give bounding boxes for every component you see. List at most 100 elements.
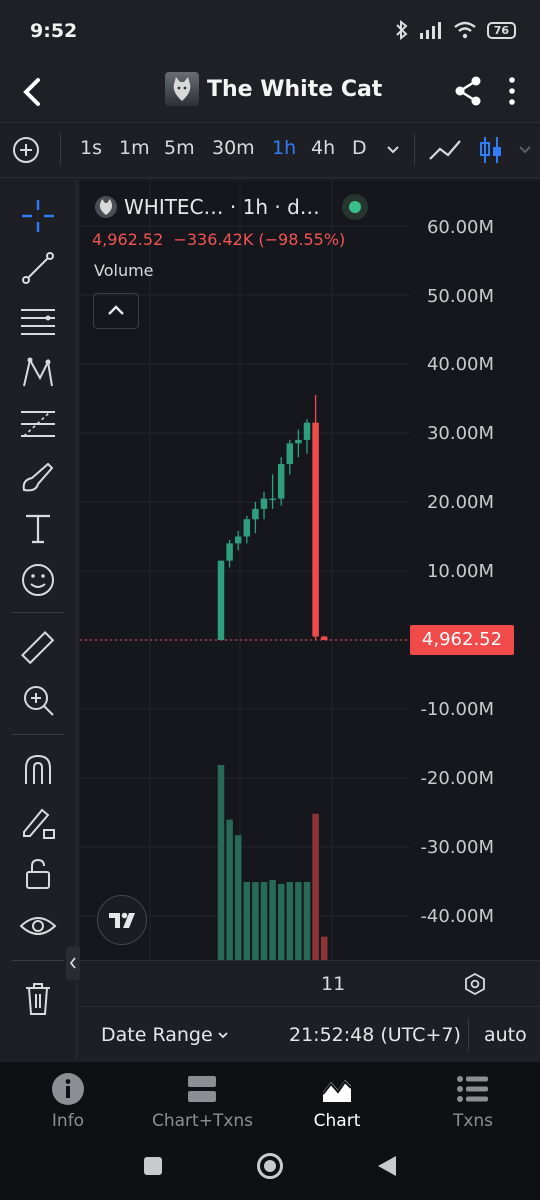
tab-info[interactable]: Info — [18, 1072, 118, 1131]
price-axis-label: 20.00M — [426, 492, 494, 513]
system-nav-bar — [0, 1140, 540, 1200]
horizontal-lines-icon[interactable] — [18, 300, 58, 340]
home-icon[interactable] — [256, 1152, 284, 1180]
volume-bar — [269, 880, 276, 960]
ruler-icon[interactable] — [18, 628, 58, 668]
pattern-icon[interactable] — [18, 352, 58, 392]
unlock-icon[interactable] — [18, 854, 58, 894]
candle-body — [295, 439, 302, 444]
app-header: The White Cat — [0, 64, 540, 120]
line-chart-icon[interactable] — [428, 137, 462, 163]
utc-clock[interactable]: 21:52:48 (UTC+7) — [289, 1024, 461, 1046]
trend-line-icon[interactable] — [18, 248, 58, 288]
lock-drawing-icon[interactable] — [18, 802, 58, 842]
candlestick-chart[interactable] — [80, 180, 540, 960]
back-arrow-icon[interactable] — [18, 72, 48, 112]
recents-icon[interactable] — [143, 1156, 163, 1176]
share-icon[interactable] — [452, 74, 484, 108]
candle-body — [320, 636, 328, 640]
candle-body — [303, 422, 311, 440]
status-icons: 76 — [395, 20, 516, 40]
tool-divider — [12, 612, 64, 613]
tab-txns[interactable]: Txns — [423, 1072, 523, 1131]
chevron-down-icon[interactable] — [217, 1029, 229, 1041]
brush-icon[interactable] — [18, 456, 58, 496]
price-axis-label: 10.00M — [426, 561, 494, 582]
symbol-legend[interactable]: WHITEC… · 1h · d… — [94, 192, 370, 222]
bottom-tab-bar: Info Chart+Txns Chart Txns — [0, 1062, 540, 1140]
tab-label: Txns — [452, 1111, 494, 1131]
price-axis[interactable]: 60.00M 50.00M 40.00M 30.00M 20.00M 10.00… — [410, 180, 540, 960]
tab-label: Chart — [313, 1111, 361, 1131]
fib-retracement-icon[interactable] — [18, 404, 58, 444]
list-icon — [457, 1076, 488, 1102]
collapse-legend-button[interactable] — [93, 293, 139, 329]
chevron-down-icon[interactable] — [386, 143, 400, 157]
add-indicator-icon[interactable] — [12, 136, 40, 164]
interval-4h[interactable]: 4h — [311, 137, 336, 159]
time-axis-label: 11 — [321, 973, 346, 995]
settings-icon[interactable] — [464, 973, 486, 995]
eye-icon[interactable] — [18, 906, 58, 946]
candle-body — [277, 464, 285, 499]
status-time: 9:52 — [30, 20, 78, 42]
chevron-up-icon — [108, 305, 124, 315]
tool-divider — [12, 960, 64, 961]
token-avatar — [165, 72, 199, 106]
volume-bar — [226, 819, 233, 960]
price-axis-label: -30.00M — [420, 837, 494, 858]
interval-1m[interactable]: 1m — [119, 137, 150, 159]
auto-scale-button[interactable]: auto — [484, 1024, 527, 1046]
tab-chart-txns[interactable]: Chart+Txns — [152, 1072, 254, 1131]
interval-1h[interactable]: 1h — [272, 137, 297, 159]
volume-bar — [303, 882, 311, 960]
magnet-icon[interactable] — [18, 750, 58, 790]
footer-divider — [468, 1019, 469, 1051]
toolbar-divider — [414, 133, 415, 165]
volume-bar — [286, 882, 294, 960]
tradingview-logo[interactable] — [97, 895, 147, 945]
interval-1s[interactable]: 1s — [80, 137, 102, 159]
toolbar-divider — [60, 133, 61, 165]
drawing-toolbar — [0, 180, 80, 1060]
interval-1d[interactable]: D — [352, 137, 367, 159]
tab-chart[interactable]: Chart — [287, 1072, 387, 1131]
price-axis-label: 40.00M — [426, 354, 494, 375]
price-axis-label: -10.00M — [420, 699, 494, 720]
interval-30m[interactable]: 30m — [212, 137, 255, 159]
battery-indicator: 76 — [486, 21, 516, 39]
tradingview-logo-icon — [109, 912, 135, 928]
price-chart[interactable] — [80, 180, 540, 960]
date-range-button[interactable]: Date Range — [101, 1024, 213, 1046]
emoji-icon[interactable] — [18, 560, 58, 600]
price-axis-label: -40.00M — [420, 906, 494, 927]
bluetooth-icon — [395, 20, 408, 40]
chevron-down-icon[interactable] — [518, 143, 532, 157]
candlestick-chart-icon[interactable] — [478, 135, 504, 165]
more-vertical-icon[interactable] — [505, 74, 519, 108]
signal-icon — [419, 22, 441, 39]
tab-label: Info — [51, 1111, 85, 1131]
volume-bar — [252, 882, 259, 960]
trash-icon[interactable] — [18, 978, 58, 1018]
crosshair-icon[interactable] — [18, 196, 58, 236]
status-dot-icon — [341, 194, 368, 220]
back-nav-icon[interactable] — [376, 1154, 398, 1178]
tab-label: Chart+Txns — [152, 1111, 254, 1131]
candle-body — [243, 519, 251, 537]
collapse-toolbar-icon[interactable] — [66, 946, 80, 980]
chart-footer: Date Range 21:52:48 (UTC+7) auto — [80, 1006, 540, 1063]
interval-5m[interactable]: 5m — [164, 137, 195, 159]
token-title: The White Cat — [165, 72, 382, 106]
legend-price: 4,962.52 — [92, 230, 164, 249]
tool-divider — [12, 734, 64, 735]
candle-body — [286, 443, 294, 465]
price-axis-label: -20.00M — [420, 768, 494, 789]
candle-body — [226, 543, 233, 561]
area-chart-icon — [322, 1080, 352, 1102]
time-axis[interactable]: 11 — [80, 960, 540, 1007]
volume-label: Volume — [94, 261, 154, 280]
volume-bar — [295, 882, 302, 960]
zoom-in-icon[interactable] — [18, 680, 58, 720]
text-tool-icon[interactable] — [18, 508, 58, 548]
